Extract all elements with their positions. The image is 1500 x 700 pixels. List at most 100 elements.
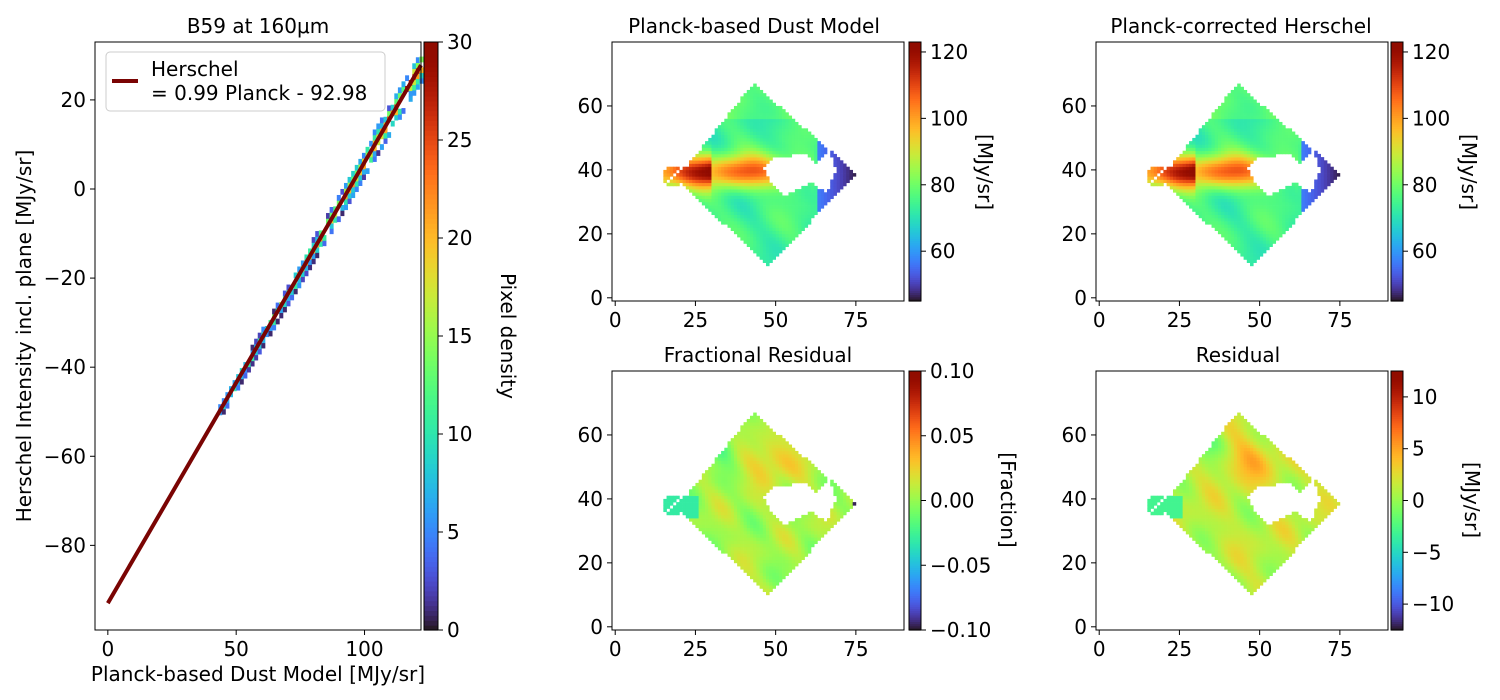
map-pixel	[746, 431, 751, 436]
map-pixel	[823, 530, 828, 535]
map-pixel	[801, 463, 805, 468]
map-pixel	[1153, 182, 1158, 187]
map-pixel	[698, 163, 703, 168]
map-pixel	[1262, 230, 1267, 235]
map-pixel	[1253, 211, 1257, 216]
map-pixel	[782, 112, 786, 116]
map-pixel	[724, 208, 728, 212]
map-pixel	[807, 463, 812, 468]
map-pixel	[733, 470, 738, 474]
map-pixel	[772, 473, 776, 477]
map-pixel	[724, 144, 728, 148]
map-pixel	[1224, 233, 1228, 238]
map-pixel	[743, 553, 748, 557]
map-pixel	[1243, 134, 1248, 139]
map-pixel	[714, 470, 719, 474]
map-pixel	[1211, 112, 1216, 116]
map-pixel	[708, 514, 712, 519]
map-pixel	[826, 192, 831, 196]
map-pixel	[810, 466, 815, 471]
map-pixel	[1192, 192, 1196, 196]
map-pixel	[762, 243, 767, 247]
map-pixel	[782, 125, 786, 129]
map-pixel	[756, 243, 760, 247]
map-pixel	[810, 518, 815, 522]
map-pixel	[727, 454, 732, 458]
map-pixel	[1189, 179, 1193, 184]
map-pixel	[733, 163, 738, 168]
map-pixel	[1336, 173, 1341, 177]
map-pixel	[1272, 128, 1277, 132]
map-pixel	[753, 195, 757, 200]
map-pixel	[701, 182, 706, 187]
map-pixel	[746, 105, 751, 110]
map-pixel	[708, 208, 712, 212]
map-pixel	[1227, 205, 1232, 209]
map-pixel	[782, 201, 786, 206]
map-pixel	[724, 153, 728, 158]
map-pixel	[721, 185, 725, 190]
density-cell	[394, 114, 399, 121]
map-pixel	[810, 201, 815, 206]
map-pixel	[1250, 176, 1254, 180]
map-pixel	[759, 518, 764, 522]
map-pixel	[791, 534, 796, 538]
map-pixel	[769, 482, 773, 487]
map-pixel	[666, 502, 671, 506]
map-pixel	[743, 527, 748, 532]
map-pixel	[782, 476, 786, 481]
map-pixel	[833, 185, 837, 190]
map-pixel	[778, 249, 783, 254]
map-pixel	[1221, 176, 1225, 180]
density-cell	[304, 270, 309, 277]
map-pixel	[775, 524, 780, 529]
map-pixel	[769, 157, 773, 161]
map-pixel	[1208, 205, 1212, 209]
map-pixel	[782, 559, 786, 564]
map-pixel	[721, 498, 725, 503]
map-pixel	[756, 185, 760, 190]
map-pixel	[772, 243, 776, 247]
map-pixel	[1182, 176, 1187, 180]
map-pixel	[843, 173, 847, 177]
map-pixel	[749, 201, 754, 206]
map-pixel	[804, 195, 809, 200]
map-pixel	[1323, 166, 1328, 171]
map-pixel	[749, 473, 754, 477]
colorbar-segment	[424, 61, 438, 68]
map-pixel	[730, 482, 735, 487]
map-pixel	[775, 249, 780, 254]
map-pixel	[1233, 192, 1238, 196]
map-pixel	[791, 227, 796, 232]
map-pixel	[807, 470, 812, 474]
map-pixel	[769, 125, 773, 129]
map-pixel	[785, 153, 789, 158]
map-pixel	[1291, 131, 1296, 136]
map-pixel	[769, 121, 773, 126]
map-pixel	[1288, 198, 1293, 203]
map-pixel	[743, 185, 748, 190]
colorbar-segment	[1391, 100, 1403, 104]
map-pixel	[1246, 192, 1251, 196]
map-pixel	[1250, 105, 1254, 110]
map-pixel	[814, 189, 818, 193]
map-pixel	[753, 160, 757, 164]
map-pixel	[1278, 192, 1283, 196]
map-pixel	[820, 527, 825, 532]
map-pixel	[1192, 166, 1196, 171]
map-pixel	[730, 537, 735, 541]
map-pixel	[794, 233, 799, 238]
map-pixel	[794, 534, 799, 538]
colorbar-segment	[424, 375, 438, 381]
map-pixel	[762, 118, 767, 123]
map-pixel	[746, 150, 751, 155]
colorbar-segment	[909, 247, 921, 250]
map-pixel	[746, 201, 751, 206]
map-pixel	[1243, 173, 1248, 177]
map-pixel	[1217, 115, 1222, 120]
map-pixel	[746, 185, 751, 190]
map-pixel	[804, 537, 809, 541]
colorbar-segment	[909, 242, 921, 246]
map-pixel	[740, 546, 744, 551]
map-pixel	[775, 521, 780, 525]
